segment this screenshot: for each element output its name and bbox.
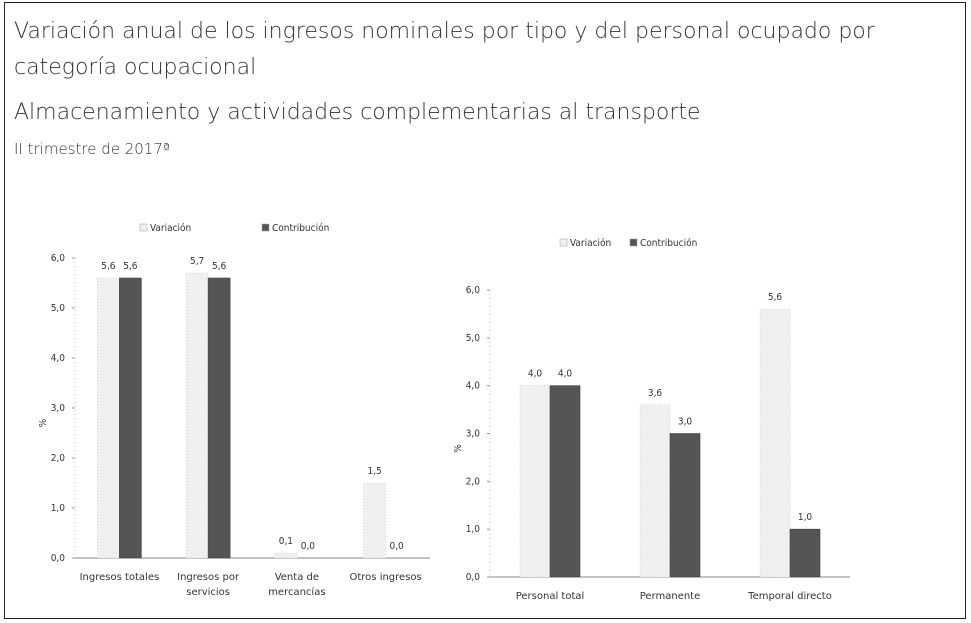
x-tick-label: Venta de mercancías (268, 572, 326, 598)
y-tick-label: 1,0 (466, 524, 481, 535)
bar (363, 482, 386, 559)
y-tick-label: 2,0 (466, 476, 481, 487)
y-tick-label: 6,0 (51, 253, 66, 264)
y-tick-label: 0,0 (51, 553, 66, 564)
legend-label: Contribución (640, 237, 697, 249)
y-tick-label: 6,0 (466, 285, 481, 296)
data-label: 3,0 (678, 417, 693, 428)
data-label: 0,1 (279, 536, 293, 547)
x-tick-label: Permanente (639, 591, 701, 602)
legend-swatch (139, 223, 148, 232)
legend-swatch (629, 238, 638, 247)
data-label: 5,6 (212, 261, 227, 272)
data-label: 5,6 (101, 261, 116, 272)
data-label: 3,6 (648, 388, 663, 399)
bar (789, 528, 821, 578)
y-axis-label: % (38, 418, 49, 427)
y-tick-label: 0,0 (466, 572, 481, 583)
legend-label: Variación (150, 222, 191, 234)
bar (669, 433, 701, 578)
frame (4, 2, 966, 619)
bar (639, 404, 671, 578)
bar (519, 385, 551, 578)
bar (185, 272, 209, 559)
bar (549, 385, 581, 578)
data-label: 0,0 (301, 541, 316, 552)
bar (97, 277, 120, 559)
data-label: 4,0 (528, 369, 543, 380)
title: Variación anual de los ingresos nominale… (14, 19, 875, 80)
x-tick-label: Ingresos por servicios (177, 572, 240, 598)
legend-swatch (261, 223, 270, 232)
data-label: 5,6 (768, 292, 783, 303)
legend-label: Contribución (272, 222, 329, 234)
subtitle: Almacenamiento y actividades complementa… (14, 100, 701, 125)
legend-label: Variación (570, 237, 611, 249)
legend-swatch (559, 238, 568, 247)
y-tick-label: 5,0 (51, 303, 66, 314)
x-tick-label: Ingresos totales (79, 572, 160, 583)
y-tick-label: 1,0 (51, 503, 66, 514)
x-tick-label: Temporal directo (748, 591, 832, 602)
x-tick-label: Otros ingresos (349, 572, 422, 583)
data-label: 0,0 (389, 541, 404, 552)
bar (207, 277, 231, 559)
data-label: 1,5 (367, 466, 381, 477)
bar (119, 277, 142, 559)
data-label: 4,0 (558, 369, 573, 380)
y-tick-label: 4,0 (51, 353, 66, 364)
data-label: 5,7 (190, 256, 204, 267)
y-tick-label: 5,0 (466, 333, 481, 344)
y-axis-label: % (453, 444, 464, 453)
period: II trimestre de 2017ª (14, 140, 170, 158)
y-tick-label: 2,0 (51, 453, 66, 464)
y-tick-label: 3,0 (51, 403, 66, 414)
y-tick-label: 3,0 (466, 429, 481, 440)
bar (274, 552, 298, 559)
y-tick-label: 4,0 (466, 381, 481, 392)
data-label: 1,0 (798, 512, 813, 523)
bar (759, 308, 791, 578)
x-tick-label: Personal total (515, 591, 585, 602)
data-label: 5,6 (123, 261, 138, 272)
